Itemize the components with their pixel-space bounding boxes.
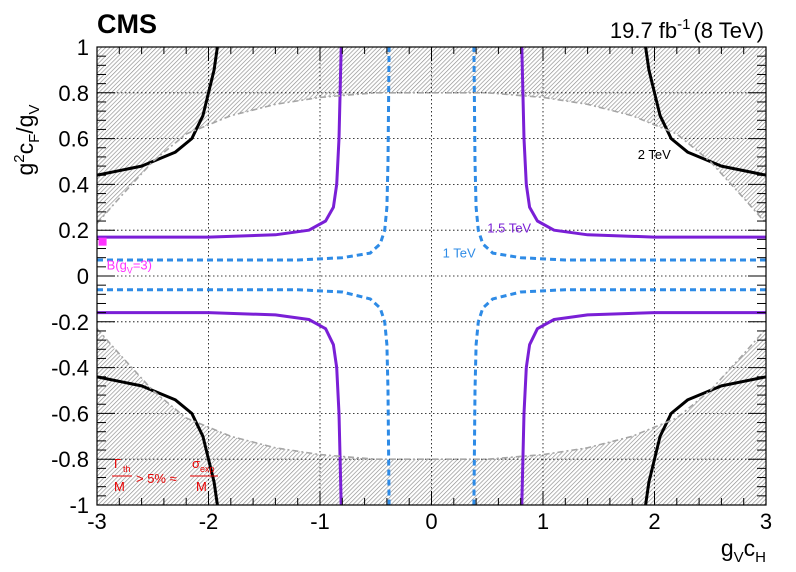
x-tick-label: -1	[310, 509, 330, 534]
series-line-1-tev	[472, 288, 766, 505]
y-tick-label: 0.6	[58, 127, 89, 152]
series-line-1-tev	[97, 288, 391, 505]
series-line-1.5-tev	[97, 311, 343, 505]
hatched-region	[97, 47, 766, 505]
benchmark-label: B(gV=3)	[107, 258, 152, 276]
series-label-2-tev: 2 TeV	[638, 147, 671, 162]
series-label-1-tev: 1 TeV	[443, 246, 476, 261]
annotation-m1: M	[114, 479, 125, 494]
y-tick-label: -1	[69, 493, 89, 518]
series-line-2-tev	[97, 375, 219, 505]
y-tick-label: 0	[77, 264, 89, 289]
annotation-sigma-sub: exp	[200, 464, 215, 474]
lumi-label: 19.7 fb-1 (8 TeV)	[610, 16, 764, 43]
y-tick-label: 1	[77, 35, 89, 60]
series-label-1.5-tev: 1.5 TeV	[487, 220, 531, 235]
annotation-m2: M	[196, 479, 207, 494]
y-tick-label: 0.2	[58, 218, 89, 243]
axis-ticks: -3 -2 -1 0 1 2 3 -1 -0.8 -0.6 -0.4 -0.2 0 0.2 0.4 0.6 0.…	[51, 35, 772, 534]
series-line-1.5-tev	[520, 47, 766, 239]
series-line-2-tev	[644, 375, 766, 505]
annotation-sigma: σ	[192, 456, 200, 471]
y-axis-title: g2cF/gV	[11, 104, 43, 175]
series-line-2-tev	[644, 47, 766, 177]
annotation-mid: > 5% ≈	[136, 471, 177, 486]
curves	[97, 47, 766, 505]
benchmark-marker	[98, 237, 107, 246]
experiment-label: CMS	[97, 9, 157, 39]
y-tick-label: -0.8	[51, 447, 89, 472]
x-tick-label: 3	[760, 509, 772, 534]
annotation-gamma-sub: th	[123, 464, 131, 474]
x-tick-label: 2	[648, 509, 660, 534]
y-tick-label: 0.4	[58, 172, 89, 197]
hatched-region-bottom	[97, 328, 766, 505]
annotation-gamma: Γ	[114, 456, 121, 471]
y-tick-label: -0.4	[51, 356, 89, 381]
series-line-1-tev	[472, 47, 766, 262]
x-tick-label: 0	[425, 509, 437, 534]
x-tick-label: 1	[537, 509, 549, 534]
lumi-value: 19.7 fb	[610, 18, 677, 43]
series-line-1.5-tev	[97, 47, 343, 239]
y-tick-label: 0.8	[58, 81, 89, 106]
hatched-region-top	[97, 47, 766, 224]
series-labels: 2 TeV 1.5 TeV 1 TeV B(gV=3) Γ th M > 5% ≈ σ exp M	[98, 147, 671, 494]
x-tick-label: -2	[199, 509, 219, 534]
y-tick-label: -0.2	[51, 310, 89, 335]
lumi-exponent: -1	[677, 16, 690, 33]
y-tick-label: -0.6	[51, 401, 89, 426]
series-line-1-tev	[97, 47, 391, 262]
x-tick-label: -3	[87, 509, 107, 534]
series-line-width-boundary	[97, 328, 766, 460]
x-axis-title: gVcH	[721, 535, 766, 566]
lumi-energy: (8 TeV)	[693, 18, 764, 43]
series-line-2-tev	[97, 47, 219, 177]
series-line-width-boundary	[97, 92, 766, 224]
series-line-1.5-tev	[520, 311, 766, 505]
